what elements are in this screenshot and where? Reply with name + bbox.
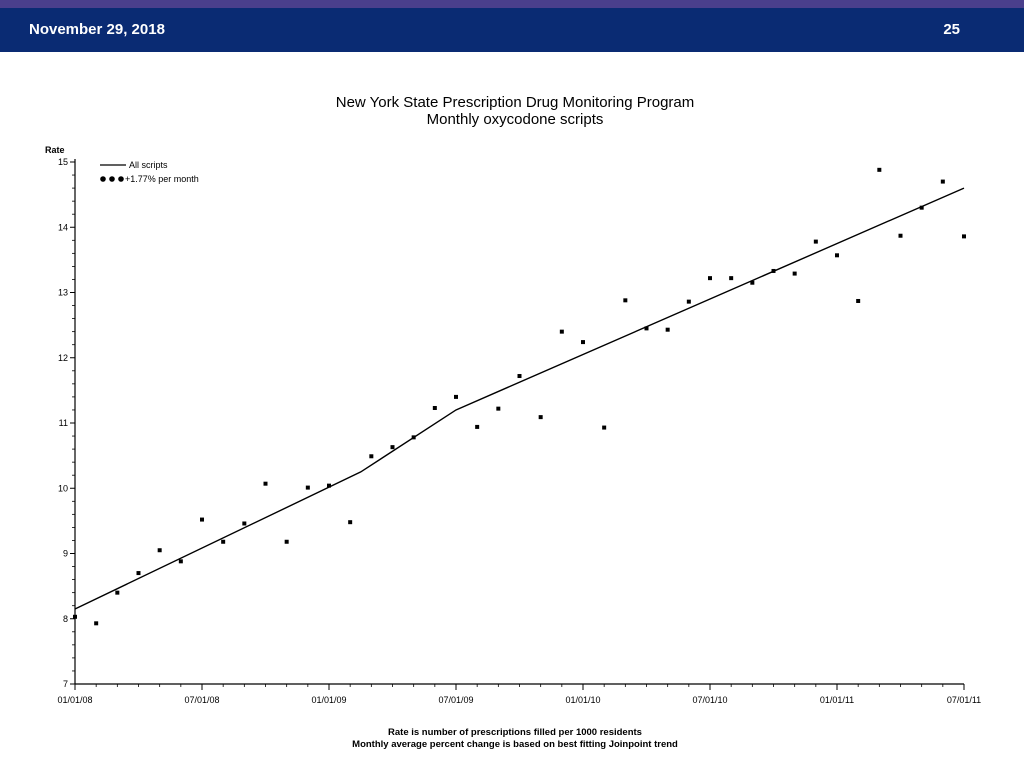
- x-tick-label: 07/01/11: [947, 695, 981, 705]
- data-point: [178, 559, 183, 564]
- data-point: [708, 276, 712, 281]
- data-point: [686, 299, 691, 304]
- x-tick-label: 07/01/09: [438, 695, 473, 705]
- data-point: [221, 539, 226, 544]
- data-point: [242, 521, 247, 526]
- y-axis-ticks: 7 8 9 10 11 12 13 14 15: [58, 157, 75, 689]
- trend-line: [74, 187, 965, 610]
- x-tick-label: 07/01/08: [184, 695, 219, 705]
- chart-container: New York State Prescription Drug Monitor…: [0, 52, 1024, 768]
- data-point: [729, 276, 734, 281]
- y-tick-label: 12: [58, 353, 68, 363]
- data-point: [559, 329, 564, 334]
- data-point: [390, 445, 395, 450]
- data-point: [602, 425, 607, 430]
- data-point: [623, 298, 628, 303]
- data-point: [496, 406, 501, 411]
- y-tick-label: 15: [58, 157, 68, 167]
- x-tick-label: 01/01/10: [565, 695, 600, 705]
- legend-dots-swatch: [100, 176, 124, 182]
- monthly-points-series: [73, 167, 966, 626]
- data-point: [835, 253, 839, 258]
- y-tick-label: 9: [63, 549, 68, 559]
- legend-label-percent-per-month: +1.77% per month: [125, 174, 199, 184]
- chart-title: New York State Prescription Drug Monitor…: [336, 94, 695, 111]
- x-tick-label: 07/01/10: [692, 695, 727, 705]
- data-point: [369, 454, 374, 459]
- data-point: [305, 485, 310, 490]
- y-tick-label: 7: [63, 679, 68, 689]
- legend-label-all-scripts: All scripts: [129, 160, 168, 170]
- data-point: [750, 280, 755, 285]
- data-point: [454, 394, 458, 399]
- trend-line-series: [74, 187, 965, 610]
- data-point: [538, 415, 543, 420]
- data-point: [898, 233, 903, 238]
- data-point: [940, 179, 945, 184]
- data-point: [877, 167, 882, 172]
- data-point: [792, 271, 797, 276]
- data-point: [517, 374, 522, 379]
- footnote-joinpoint: Monthly average percent change is based …: [352, 739, 678, 750]
- data-point: [813, 239, 818, 244]
- x-tick-label: 01/01/08: [57, 695, 92, 705]
- data-point: [136, 571, 141, 576]
- data-point: [115, 590, 120, 595]
- data-point: [327, 483, 331, 488]
- y-tick-label: 11: [59, 418, 68, 428]
- slide-date: November 29, 2018: [29, 21, 165, 38]
- data-point: [771, 268, 776, 273]
- data-point: [200, 517, 204, 522]
- slide-header: November 29, 2018 25: [0, 8, 1024, 52]
- data-point: [475, 424, 480, 429]
- y-tick-label: 13: [58, 288, 68, 298]
- chart-legend: All scripts +1.77% per month: [100, 160, 199, 184]
- top-accent-bar: [0, 0, 1024, 8]
- data-point: [411, 435, 416, 440]
- data-point: [856, 298, 861, 303]
- footnote-rate: Rate is number of prescriptions filled p…: [388, 727, 642, 738]
- data-point: [432, 405, 437, 410]
- data-point: [962, 234, 966, 239]
- data-point: [348, 520, 353, 525]
- y-tick-label: 8: [63, 614, 68, 624]
- x-tick-label: 01/01/11: [820, 695, 854, 705]
- y-tick-label: 10: [58, 483, 68, 493]
- data-point: [94, 621, 99, 626]
- y-axis-label: Rate: [45, 145, 65, 155]
- data-point: [157, 548, 162, 553]
- data-point: [73, 614, 77, 619]
- chart-subtitle: Monthly oxycodone scripts: [427, 111, 604, 128]
- data-point: [644, 326, 649, 331]
- x-axis-ticks: 01/01/08 07/01/08 01/01/09 07/01/09 01/01/10…: [57, 684, 981, 705]
- data-point: [284, 539, 289, 544]
- data-point: [263, 481, 268, 486]
- y-tick-label: 14: [58, 222, 68, 232]
- slide-page-number: 25: [943, 21, 960, 38]
- data-point: [919, 205, 924, 210]
- x-tick-label: 01/01/09: [311, 695, 346, 705]
- data-point: [581, 340, 585, 345]
- oxycodone-chart: New York State Prescription Drug Monitor…: [45, 94, 981, 750]
- chart-axes: [74, 159, 964, 685]
- data-point: [665, 327, 670, 332]
